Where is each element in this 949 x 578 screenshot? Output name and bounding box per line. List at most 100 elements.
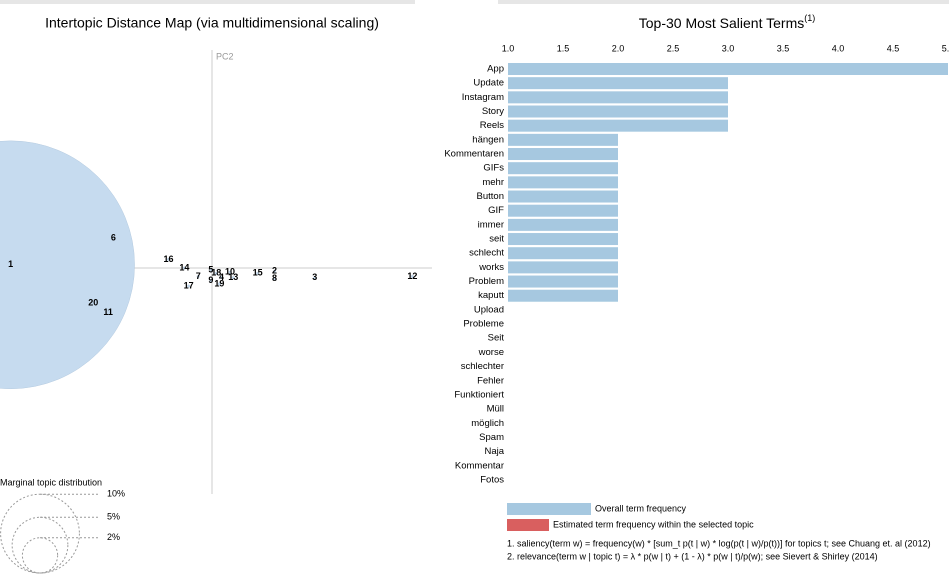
size-legend-label: 10%	[107, 489, 125, 499]
bar-title: Top-30 Most Salient Terms(1)	[639, 13, 815, 30]
topic-label: 10	[225, 267, 235, 277]
term-label: immer	[478, 219, 504, 230]
topic-circle	[209, 279, 213, 283]
topic-label: 14	[179, 262, 189, 272]
legend-swatch	[507, 503, 591, 515]
term-label: Update	[473, 78, 504, 89]
topic-circle	[214, 271, 218, 275]
term-label: Naja	[484, 446, 504, 457]
bar	[508, 218, 618, 231]
topic-label: 17	[184, 280, 194, 290]
size-legend-title: Marginal topic distribution	[0, 477, 102, 487]
topic-circle	[167, 257, 171, 261]
bar	[508, 91, 728, 104]
term-label: Upload	[474, 304, 504, 315]
x-tick-label: 2.5	[667, 43, 680, 53]
topic-label: 7	[196, 271, 201, 281]
topic-circle	[410, 275, 414, 279]
topic-label: 11	[103, 307, 113, 317]
topic-circle	[231, 276, 235, 280]
topic-label: 3	[312, 272, 317, 282]
topic-label: 9	[208, 275, 213, 285]
topic-circle	[273, 269, 277, 273]
topic-label: 15	[253, 268, 263, 278]
term-label: kaputt	[478, 290, 504, 301]
term-label: hängen	[472, 134, 504, 145]
topic-label: 13	[228, 272, 238, 282]
x-tick-label: 4.0	[832, 43, 845, 53]
bar-title-note: (1)	[804, 13, 815, 23]
term-label: Seit	[488, 333, 505, 344]
topic-label: 12	[407, 271, 417, 281]
term-label: Fotos	[480, 474, 504, 485]
topic-label: 8	[272, 273, 277, 283]
bar	[508, 162, 618, 175]
term-label: Probleme	[463, 319, 504, 330]
bar	[508, 204, 618, 217]
size-legend-circle	[21, 537, 59, 574]
x-tick-label: 3.5	[777, 43, 790, 53]
term-label: seit	[489, 234, 504, 245]
term-label: Fehler	[477, 375, 504, 386]
term-label: schlechter	[461, 361, 504, 372]
topic-label: 6	[111, 233, 116, 243]
term-label: App	[487, 64, 504, 75]
x-tick-label: 1.5	[557, 43, 570, 53]
term-label: Funktioniert	[454, 389, 504, 400]
legend-swatch	[507, 519, 549, 531]
topic-label: 5	[208, 265, 213, 275]
topic-circle	[209, 268, 213, 272]
topic-label: 16	[164, 254, 174, 264]
bar	[508, 233, 618, 246]
x-tick-label: 2.0	[612, 43, 625, 53]
topic-label: 1	[8, 259, 13, 269]
panel-bar	[498, 0, 949, 4]
legend-label: Overall term frequency	[595, 503, 687, 513]
x-tick-label: 1.0	[502, 43, 515, 53]
topic-circle	[182, 266, 186, 270]
topic-circle	[0, 140, 135, 389]
bar	[508, 190, 618, 203]
term-label: works	[478, 262, 504, 273]
term-label: GIFs	[483, 163, 504, 174]
x-tick-label: 4.5	[887, 43, 900, 53]
axis-label: PC2	[216, 51, 234, 61]
size-legend-circle	[11, 516, 69, 574]
bar	[508, 148, 618, 161]
bar	[508, 119, 728, 132]
topic-circle	[273, 277, 277, 281]
term-label: Reels	[480, 120, 505, 131]
bar	[508, 275, 618, 288]
topic-circle	[187, 284, 191, 288]
panel-bar	[0, 0, 415, 4]
bar-title-text: Top-30 Most Salient Terms	[639, 15, 804, 31]
footnote: 2. relevance(term w | topic t) = λ * p(w…	[507, 551, 878, 561]
topic-circle	[196, 275, 200, 279]
topic-label: 2	[272, 266, 277, 276]
topic-circle	[217, 282, 221, 286]
term-label: Spam	[479, 432, 504, 443]
term-label: GIF	[488, 205, 504, 216]
bar	[508, 77, 728, 90]
size-legend-label: 5%	[107, 512, 120, 522]
map-title: Intertopic Distance Map (via multidimens…	[45, 15, 379, 31]
x-tick-label: 5.0	[942, 43, 949, 53]
bar	[508, 133, 618, 146]
term-label: Kommentaren	[444, 149, 504, 160]
term-label: Problem	[469, 276, 504, 287]
topic-circle	[106, 311, 110, 315]
bar	[508, 176, 618, 189]
size-legend-circle	[0, 493, 80, 574]
topic-label: 19	[214, 278, 224, 288]
bar	[508, 247, 618, 260]
topic-circle	[313, 276, 317, 280]
bar	[508, 105, 728, 118]
topic-label: 18	[211, 268, 221, 278]
size-legend-label: 2%	[107, 532, 120, 542]
topic-circle	[256, 271, 260, 275]
term-label: Instagram	[462, 92, 504, 103]
topic-circle	[220, 276, 224, 280]
topic-circle	[228, 270, 232, 274]
topic-circle	[91, 301, 95, 305]
